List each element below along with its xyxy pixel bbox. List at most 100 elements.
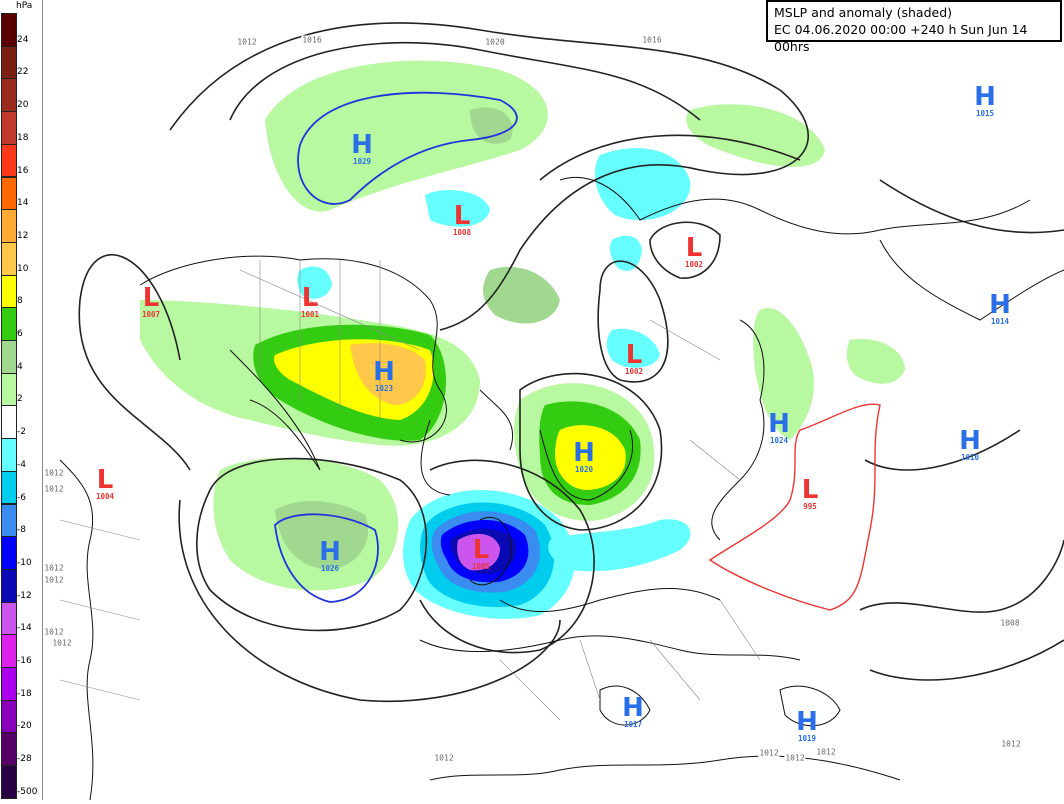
legend-swatch <box>1 601 17 636</box>
pressure-symbol: L <box>453 201 471 231</box>
legend-label: 14 <box>17 198 29 209</box>
high-pressure-center: H 1023 <box>373 359 395 393</box>
legend-label: -28 <box>17 754 32 765</box>
coastlines <box>59 176 1064 801</box>
high-pressure-center: H 1020 <box>573 440 595 474</box>
legend-unit: hPa <box>16 1 33 11</box>
pressure-value: 1029 <box>352 157 372 166</box>
legend-label: -10 <box>17 557 32 568</box>
legend-swatch <box>1 307 17 341</box>
legend-label: -8 <box>17 525 26 536</box>
legend-label: 10 <box>17 263 29 274</box>
legend-swatch <box>1 568 17 603</box>
legend-label: -12 <box>17 590 32 601</box>
high-pressure-center: H 1015 <box>974 84 996 118</box>
pressure-symbol: L <box>801 475 819 505</box>
low-pressure-center: L 1008 <box>453 203 471 237</box>
high-pressure-center: H 1017 <box>622 695 644 729</box>
isobar-label: 1012 <box>43 627 65 637</box>
pressure-symbol: H <box>768 409 790 439</box>
isobar-label: 1008 <box>999 618 1021 628</box>
legend-label: -6 <box>17 492 26 503</box>
pressure-symbol: H <box>796 707 818 737</box>
low-pressure-center: L 1002 <box>685 235 703 269</box>
legend-swatch <box>1 209 17 243</box>
pressure-symbol: H <box>373 357 395 387</box>
legend-label: 22 <box>17 67 29 78</box>
isobar-label: 1012 <box>43 575 65 585</box>
pressure-value: 1008 <box>452 228 472 237</box>
legend-label: 24 <box>17 34 29 45</box>
high-pressure-center: H 1014 <box>989 292 1011 326</box>
legend-label: 20 <box>17 100 29 111</box>
high-pressure-center: H 1024 <box>768 411 790 445</box>
pressure-value: 1023 <box>374 384 394 393</box>
pressure-symbol: H <box>319 537 341 567</box>
legend-label: 18 <box>17 132 29 143</box>
legend-swatch <box>1 732 17 767</box>
low-isobar <box>708 403 881 611</box>
isobar-label: 1016 <box>301 35 323 45</box>
pressure-value: 1019 <box>797 734 817 743</box>
map-svg <box>59 22 1064 801</box>
pressure-value: 1017 <box>623 720 643 729</box>
low-pressure-center: L 1007 <box>142 285 160 319</box>
isobar-label: 1012 <box>784 753 806 763</box>
legend-swatch <box>1 274 17 309</box>
legend-swatch <box>1 111 17 145</box>
legend-swatch <box>1 503 17 538</box>
high-pressure-center: H 1026 <box>319 539 341 573</box>
legend-label: -14 <box>17 623 32 634</box>
low-pressure-center: L 1005 <box>472 537 490 571</box>
pressure-symbol: L <box>625 340 643 370</box>
legend-swatch <box>1 13 17 47</box>
chart-subtitle: EC 04.06.2020 00:00 +240 h Sun Jun 14 00… <box>774 22 1028 54</box>
pressure-symbol: H <box>351 130 373 160</box>
legend-swatch <box>1 470 17 505</box>
legend-swatch <box>1 78 17 113</box>
isobar-label: 1012 <box>43 563 65 573</box>
isobar-label: 1012 <box>815 747 837 757</box>
pressure-symbol: L <box>96 465 114 495</box>
isobars <box>78 22 1064 702</box>
pressure-value: 1001 <box>300 310 320 319</box>
legend-label: 16 <box>17 165 29 176</box>
pressure-symbol: L <box>472 535 490 565</box>
legend-swatch <box>1 699 17 734</box>
pressure-symbol: H <box>959 426 981 456</box>
pressure-symbol: H <box>989 290 1011 320</box>
legend-swatch <box>1 667 17 701</box>
legend-label: -16 <box>17 656 32 666</box>
isobar-label: 1012 <box>43 468 65 478</box>
pressure-value: 1024 <box>769 436 789 445</box>
legend-swatch <box>1 372 17 407</box>
legend-swatch <box>1 340 17 374</box>
legend-swatch <box>1 765 17 799</box>
isobar-label: 1016 <box>641 35 663 45</box>
isobar-label: 1012 <box>1000 739 1022 749</box>
pressure-symbol: L <box>685 233 703 263</box>
legend-label: -2 <box>17 427 26 438</box>
pressure-symbol: L <box>301 283 319 313</box>
legend-swatch <box>1 176 17 211</box>
pressure-value: 1010 <box>960 453 980 462</box>
pressure-value: 1015 <box>975 109 995 118</box>
pressure-value: 1005 <box>471 562 491 571</box>
anomaly-shading <box>140 60 905 619</box>
isobar-label: 1012 <box>758 748 780 758</box>
legend-swatch <box>1 438 17 472</box>
legend-label: 8 <box>17 296 23 307</box>
low-pressure-center: L 995 <box>802 477 819 511</box>
high-pressure-center: H 1029 <box>351 132 373 166</box>
isobar-label: 1020 <box>484 37 506 47</box>
pressure-value: 1004 <box>95 492 115 501</box>
legend-swatch <box>1 45 17 80</box>
legend-label: 12 <box>17 230 29 241</box>
legend-swatch <box>1 634 17 668</box>
borders <box>59 260 761 721</box>
pressure-symbol: L <box>142 283 160 313</box>
low-pressure-center: L 1002 <box>625 342 643 376</box>
legend-label: 6 <box>17 329 23 339</box>
chart-title: MSLP and anomaly (shaded) <box>774 5 953 20</box>
pressure-symbol: H <box>622 693 644 723</box>
